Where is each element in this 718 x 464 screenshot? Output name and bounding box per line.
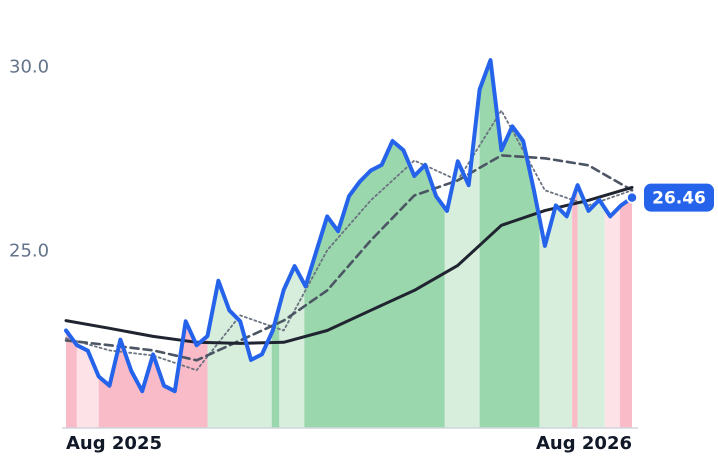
moving-average-line [64, 154, 634, 362]
zone [98, 321, 208, 428]
last-value-label: 26.46 [652, 189, 706, 209]
zone [539, 200, 573, 428]
zone [66, 330, 77, 428]
x-tick-label: Aug 2026 [536, 433, 632, 454]
zone [604, 206, 621, 428]
zone [304, 141, 445, 429]
zone [479, 60, 540, 428]
zone [279, 266, 305, 428]
zone [76, 345, 99, 428]
y-tick-label: 30.0 [9, 56, 49, 77]
last-value-dot [626, 191, 638, 204]
zone [620, 197, 632, 428]
zone [577, 185, 605, 428]
price-line [64, 58, 634, 394]
last-value-badge [644, 183, 714, 212]
zone [572, 185, 578, 428]
zone [271, 306, 280, 428]
zone [207, 280, 272, 428]
moving-average-line [65, 109, 633, 372]
y-tick-label: 25.0 [9, 240, 49, 261]
x-tick-label: Aug 2025 [66, 433, 162, 454]
